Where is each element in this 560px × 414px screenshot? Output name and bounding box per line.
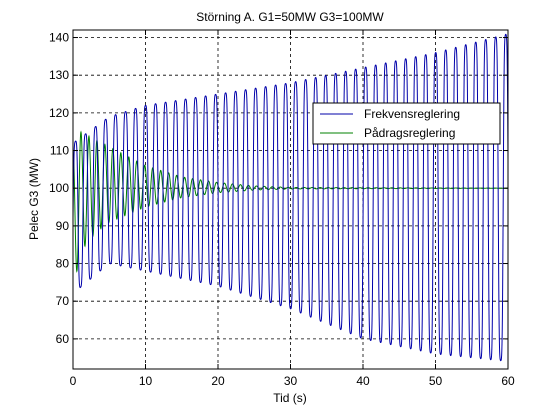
- legend-label-padragsreglering: Pådragsreglering: [364, 126, 455, 140]
- x-axis-label: Tid (s): [273, 391, 307, 405]
- x-tick-label: 30: [284, 374, 298, 388]
- x-tick-label: 20: [211, 374, 225, 388]
- series-line-frekvensreglering: [72, 33, 509, 362]
- series-line-padragsreglering: [72, 130, 508, 273]
- legend-box: [312, 102, 501, 145]
- legend: Frekvensreglering Pådragsreglering: [312, 102, 501, 145]
- y-axis-label: Pelec G3 (MW): [27, 158, 41, 240]
- y-tick-label: 80: [56, 257, 70, 271]
- y-tick-label: 90: [56, 219, 70, 233]
- y-tick-label: 70: [56, 294, 70, 308]
- y-tick-label: 120: [49, 106, 69, 120]
- x-tick-label: 40: [356, 374, 370, 388]
- chart-title: Störning A. G1=50MW G3=100MW: [196, 10, 384, 24]
- y-tick-label: 140: [49, 31, 69, 45]
- x-tick-label: 0: [70, 374, 77, 388]
- y-tick-label: 130: [49, 68, 69, 82]
- ticks: 0 10 20 30 40 50 60 60 70 80 90 100 110 120 130 140: [49, 30, 515, 388]
- y-tick-label: 100: [49, 181, 69, 195]
- y-tick-label: 60: [56, 332, 70, 346]
- x-tick-label: 50: [429, 374, 443, 388]
- x-tick-label: 60: [501, 374, 515, 388]
- x-tick-label: 10: [139, 374, 153, 388]
- series-layer: [72, 33, 509, 362]
- y-tick-label: 110: [50, 144, 69, 158]
- legend-label-frekvensreglering: Frekvensreglering: [364, 107, 460, 121]
